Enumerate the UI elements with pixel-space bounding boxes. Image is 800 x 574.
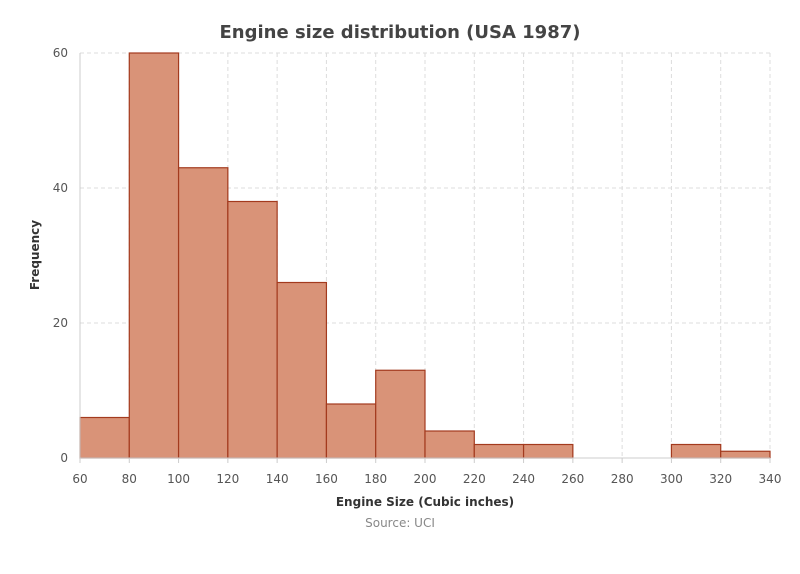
histogram-bar bbox=[79, 416, 130, 459]
x-axis-title: Engine Size (Cubic inches) bbox=[336, 495, 514, 509]
x-tick-label: 340 bbox=[759, 472, 782, 486]
x-tick-label: 260 bbox=[561, 472, 584, 486]
histogram-bar bbox=[325, 403, 377, 459]
x-axis-ticks: 60 80 100 120 140 160 180 200 220 240 260 280 300 320… bbox=[72, 458, 781, 486]
y-tick-label: 0 bbox=[60, 451, 68, 465]
histogram-bar bbox=[177, 167, 229, 459]
histogram-bar bbox=[720, 450, 771, 459]
x-tick-label: 200 bbox=[414, 472, 437, 486]
histogram-bar bbox=[227, 200, 278, 459]
x-tick-label: 80 bbox=[122, 472, 137, 486]
y-axis-title: Frequency bbox=[28, 220, 42, 290]
y-tick-label: 20 bbox=[53, 316, 68, 330]
x-tick-label: 240 bbox=[512, 472, 535, 486]
x-tick-label: 320 bbox=[709, 472, 732, 486]
source-credit: Source: UCI bbox=[365, 516, 435, 530]
histogram-bar bbox=[375, 369, 426, 459]
histogram-bar bbox=[424, 430, 475, 459]
histogram-bar bbox=[473, 443, 525, 459]
y-axis-ticks: 0 20 40 60 bbox=[53, 46, 68, 465]
x-tick-label: 220 bbox=[463, 472, 486, 486]
x-tick-label: 100 bbox=[167, 472, 190, 486]
histogram-bar bbox=[670, 443, 722, 459]
x-tick-label: 60 bbox=[72, 472, 87, 486]
x-tick-label: 120 bbox=[216, 472, 239, 486]
x-tick-label: 160 bbox=[315, 472, 338, 486]
x-tick-label: 180 bbox=[364, 472, 387, 486]
x-tick-label: 280 bbox=[611, 472, 634, 486]
x-tick-label: 140 bbox=[266, 472, 289, 486]
y-tick-label: 40 bbox=[53, 181, 68, 195]
histogram-bar bbox=[522, 443, 574, 459]
x-tick-label: 300 bbox=[660, 472, 683, 486]
histogram-bars bbox=[79, 52, 771, 459]
chart-title: Engine size distribution (USA 1987) bbox=[220, 22, 581, 43]
histogram-bar bbox=[128, 52, 180, 459]
histogram-bar bbox=[276, 281, 328, 459]
y-tick-label: 60 bbox=[53, 46, 68, 60]
